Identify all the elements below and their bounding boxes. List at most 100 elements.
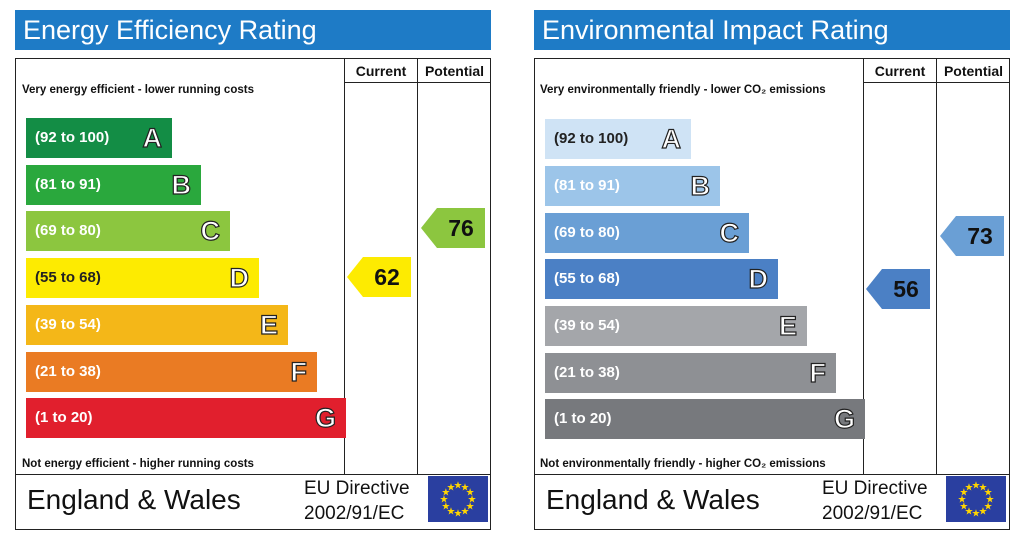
eu-star-icon: ★ [447,507,456,518]
band-letter: G [833,403,855,434]
potential-column-header: Potential [943,63,1004,79]
eu-star-icon: ★ [461,482,470,493]
chart-title: Energy Efficiency Rating [15,10,491,50]
band-f: (21 to 38) F [545,353,836,393]
band-range-label: (21 to 38) [554,364,620,381]
column-divider [344,58,345,474]
potential-column-header: Potential [424,63,485,79]
band-range-label: (39 to 54) [554,317,620,334]
energy-efficiency-chart: Energy Efficiency Rating Current Potenti… [15,0,493,541]
arrow-shape [866,269,930,309]
band-e: (39 to 54) E [545,306,807,346]
eu-star-icon: ★ [441,488,450,499]
band-range-label: (92 to 100) [35,129,110,146]
current-rating-value: 56 [893,276,919,302]
band-letter: B [690,170,711,201]
band-letter: F [290,356,308,387]
bottom-note: Not environmentally friendly - higher CO… [540,458,826,470]
band-a: (92 to 100) A [545,119,691,159]
band-range-label: (69 to 80) [554,224,620,241]
band-range-label: (81 to 91) [35,176,101,193]
eu-star-icon: ★ [979,507,988,518]
eu-star-icon: ★ [468,495,477,506]
eu-star-icon: ★ [984,502,993,513]
footer-divider [534,474,1010,475]
band-d: (55 to 68) D [545,259,778,299]
eu-star-icon: ★ [461,507,470,518]
top-note: Very energy efficient - lower running co… [22,84,254,96]
band-letter: B [171,169,192,200]
eu-directive-line1: EU Directive [822,478,928,499]
potential-rating-arrow: 76 [421,208,485,248]
eu-star-icon: ★ [972,509,981,520]
top-note: Very environmentally friendly - lower CO… [540,84,826,96]
eu-star-icon: ★ [454,509,463,520]
current-rating-value: 62 [374,264,400,290]
eu-directive-line1: EU Directive [304,478,410,499]
current-rating-arrow: 62 [347,257,411,297]
band-f: (21 to 38) F [26,352,317,392]
band-letter: D [229,262,250,293]
eu-star-icon: ★ [454,481,463,492]
eu-star-icon: ★ [986,495,995,506]
eu-flag-icon: ★ ★ ★ ★ ★ ★ ★ ★ ★ ★ ★ ★ [428,476,488,522]
band-g: (1 to 20) G [26,398,346,438]
band-c: (69 to 80) C [545,213,749,253]
eu-star-icon: ★ [441,502,450,513]
band-range-label: (92 to 100) [554,130,629,147]
current-column-header: Current [874,63,926,79]
header-divider [863,82,1010,83]
band-d: (55 to 68) D [26,258,259,298]
footer-region: England & Wales [27,484,241,515]
eu-directive-line2: 2002/91/EC [822,503,923,524]
arrow-shape [940,216,1004,256]
band-range-label: (39 to 54) [35,316,101,333]
environmental-impact-chart: Environmental Impact Rating Current Pote… [534,0,1012,541]
eu-star-icon: ★ [466,488,475,499]
band-letter: G [314,402,336,433]
potential-rating-value: 76 [448,215,474,241]
eu-star-icon: ★ [440,495,449,506]
band-letter: A [661,123,682,154]
band-letter: A [142,122,163,153]
band-letter: E [778,310,797,341]
band-letter: E [259,309,278,340]
chart-title: Environmental Impact Rating [534,10,1010,50]
column-divider [417,58,418,474]
eu-flag-icon: ★ ★ ★ ★ ★ ★ ★ ★ ★ ★ ★ ★ [946,476,1006,522]
current-rating-arrow: 56 [866,269,930,309]
potential-rating-value: 73 [967,223,993,249]
eu-star-icon: ★ [959,502,968,513]
band-g: (1 to 20) G [545,399,865,439]
eu-star-icon: ★ [979,482,988,493]
header-divider [344,82,491,83]
footer-divider [15,474,491,475]
band-e: (39 to 54) E [26,305,288,345]
band-letter: D [748,263,769,294]
band-c: (69 to 80) C [26,211,230,251]
chart-frame [534,58,1010,530]
eu-star-icon: ★ [959,488,968,499]
band-range-label: (69 to 80) [35,222,101,239]
band-letter: C [719,217,740,248]
band-range-label: (55 to 68) [554,270,620,287]
eu-star-icon: ★ [447,482,456,493]
column-divider [936,58,937,474]
band-range-label: (81 to 91) [554,177,620,194]
eu-star-icon: ★ [972,481,981,492]
potential-rating-arrow: 73 [940,216,1004,256]
bottom-note: Not energy efficient - higher running co… [22,458,254,470]
eu-directive: EU Directive 2002/91/EC [304,476,410,526]
band-letter: C [200,215,221,246]
column-divider [863,58,864,474]
eu-star-icon: ★ [958,495,967,506]
eu-star-icon: ★ [965,507,974,518]
band-range-label: (1 to 20) [35,409,93,426]
eu-directive: EU Directive 2002/91/EC [822,476,928,526]
footer-region: England & Wales [546,484,760,515]
band-a: (92 to 100) A [26,118,172,158]
chart-frame [15,58,491,530]
band-b: (81 to 91) B [545,166,720,206]
eu-star-icon: ★ [466,502,475,513]
arrow-shape [347,257,411,297]
